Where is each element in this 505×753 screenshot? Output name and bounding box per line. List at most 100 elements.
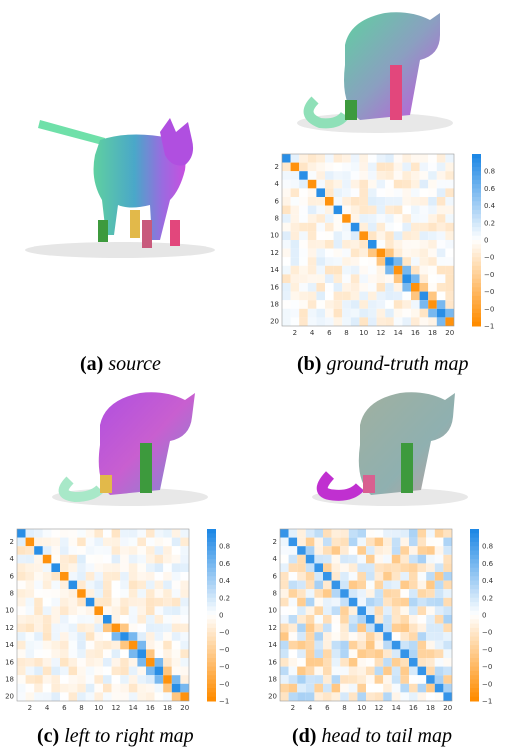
matrix-cell xyxy=(307,214,317,223)
colorbar-segment xyxy=(472,265,481,271)
matrix-cell xyxy=(305,675,315,684)
col-tick-label: 2 xyxy=(293,329,297,337)
colorbar-tick-label: 0.6 xyxy=(484,185,495,193)
matrix-cell xyxy=(77,529,86,538)
matrix-cell xyxy=(428,188,437,197)
matrix-cell xyxy=(342,308,351,318)
matrix-cell xyxy=(428,214,437,223)
matrix-cell xyxy=(348,675,358,684)
colorbar-segment xyxy=(472,257,481,262)
matrix-cell xyxy=(290,291,300,301)
matrix-cell xyxy=(60,692,69,701)
matrix-cell xyxy=(290,197,300,206)
matrix-cell xyxy=(34,572,43,581)
matrix-cell xyxy=(163,640,172,650)
matrix-cell xyxy=(383,658,392,667)
matrix-cell xyxy=(393,248,403,258)
matrix-cell xyxy=(434,666,444,676)
matrix-cell xyxy=(417,597,427,607)
colorbar-segment xyxy=(470,675,479,680)
matrix-cell xyxy=(103,692,112,701)
matrix-cell xyxy=(417,529,427,538)
row-tick-label: 20 xyxy=(270,318,279,326)
matrix-cell xyxy=(350,300,360,309)
col-tick-label: 14 xyxy=(392,704,401,712)
matrix-cell xyxy=(299,205,308,215)
matrix-cell xyxy=(17,606,26,615)
matrix-cell xyxy=(428,283,437,292)
matrix-cell xyxy=(445,222,454,232)
matrix-cell xyxy=(34,615,43,624)
matrix-cell xyxy=(417,683,427,693)
matrix-cell xyxy=(297,597,306,607)
matrix-cell xyxy=(85,597,95,607)
matrix-cell xyxy=(357,546,366,555)
matrix-cell xyxy=(419,179,429,189)
matrix-cell xyxy=(409,623,418,633)
matrix-cell xyxy=(120,606,129,615)
matrix-cell xyxy=(68,675,78,684)
colorbar-segment xyxy=(472,227,481,232)
colorbar-segment xyxy=(472,300,481,305)
matrix-cell xyxy=(368,188,377,197)
matrix-cell xyxy=(77,666,86,676)
matrix-cell xyxy=(385,317,394,326)
matrix-cell xyxy=(17,640,26,650)
matrix-cell xyxy=(374,589,384,598)
matrix-cell xyxy=(445,179,454,189)
col-tick-label: 10 xyxy=(359,329,368,337)
colorbar-tick-label: 0.4 xyxy=(484,202,495,210)
matrix-cell xyxy=(323,615,332,624)
matrix-cell xyxy=(331,675,341,684)
matrix-cell xyxy=(17,692,26,701)
matrix-cell xyxy=(94,658,103,667)
colorbar-segment xyxy=(470,658,479,663)
matrix-cell xyxy=(307,205,317,215)
matrix-cell xyxy=(305,649,315,658)
colorbar-tick-label: −0.6 xyxy=(484,288,495,296)
matrix-cell xyxy=(297,546,306,555)
matrix-cell xyxy=(137,692,146,701)
matrix-cell xyxy=(42,615,52,624)
matrix-cell xyxy=(316,188,325,197)
matrix-cell xyxy=(163,615,172,624)
matrix-cell xyxy=(411,171,420,180)
matrix-cell xyxy=(290,222,300,232)
matrix-cell xyxy=(60,666,69,676)
colorbar-segment xyxy=(472,192,481,198)
matrix-cell xyxy=(374,623,384,633)
matrix-cell xyxy=(85,563,95,572)
colorbar-tick-label: 0 xyxy=(482,612,486,620)
matrix-cell xyxy=(333,222,343,232)
caption-a: (a) source xyxy=(80,353,161,375)
matrix-cell xyxy=(391,658,401,667)
colorbar-segment xyxy=(207,597,216,603)
colorbar-segment xyxy=(472,313,481,318)
matrix-cell xyxy=(288,554,298,564)
matrix-cell xyxy=(137,597,146,607)
matrix-cell xyxy=(357,537,366,547)
matrix-cell xyxy=(331,683,341,693)
matrix-cell xyxy=(342,162,351,172)
matrix-cell xyxy=(299,274,308,283)
row-tick-label: 16 xyxy=(268,658,277,666)
matrix-cell xyxy=(400,615,409,624)
matrix-cell xyxy=(316,197,325,206)
matrix-cell xyxy=(393,214,403,223)
col-tick-label: 20 xyxy=(445,329,454,337)
matrix-cell xyxy=(282,154,291,163)
matrix-cell xyxy=(163,597,172,607)
matrix-cell xyxy=(333,171,343,180)
matrix-cell xyxy=(146,546,155,555)
matrix-cell xyxy=(340,572,349,581)
matrix-cell xyxy=(280,658,289,667)
matrix-cell xyxy=(428,205,437,215)
matrix-cell xyxy=(359,291,368,301)
matrix-cell xyxy=(340,666,349,676)
matrix-cell xyxy=(323,597,332,607)
matrix-cell xyxy=(154,580,164,590)
matrix-cell xyxy=(325,205,334,215)
matrix-cell xyxy=(316,154,325,163)
matrix-cell xyxy=(348,537,358,547)
matrix-cell xyxy=(348,658,358,667)
